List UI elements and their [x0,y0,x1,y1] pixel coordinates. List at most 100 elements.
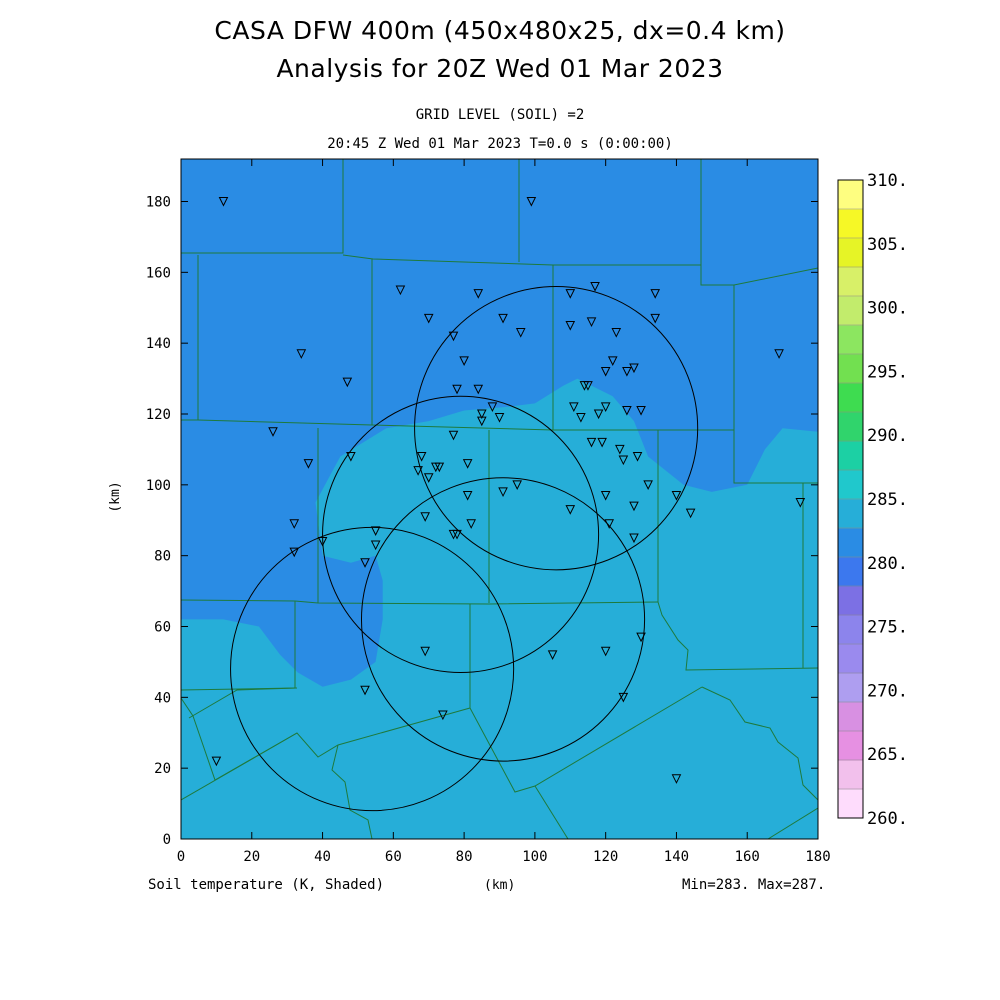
county-line [181,599,659,605]
colorbar-label: 265. [867,745,908,765]
station-marker [643,480,653,490]
station-marker [438,710,448,721]
station-marker [636,405,646,416]
station-marker [629,363,639,374]
station-marker [526,197,537,207]
station-marker [604,519,615,529]
station-marker [498,313,508,324]
station-marker [512,480,523,490]
station-marker [611,328,622,338]
x-tick-label: 160 [735,849,760,865]
station-marker [565,320,576,331]
station-marker [448,430,459,441]
colorbar-swatch [838,557,863,587]
station-marker [434,462,445,473]
station-marker [346,452,356,462]
station-marker [296,349,307,359]
station-marker [600,402,611,413]
station-marker [685,508,696,519]
map-plot-area [181,159,818,839]
map-title-line2: Analysis for 20Z Wed 01 Mar 2023 [276,54,724,83]
radar-ring [414,286,699,571]
radar-ring [360,477,646,762]
colorbar-label: 270. [867,681,908,701]
station-marker [416,452,427,462]
station-marker [370,526,381,536]
station-marker [268,427,278,437]
station-marker [632,452,643,462]
y-tick-label: 100 [146,478,171,494]
shaded-field-layer [181,378,818,839]
station-marker [342,377,353,388]
colorbar-swatch [838,470,863,500]
station-marker [487,402,498,413]
station-marker [370,540,381,551]
station-marker [395,285,406,296]
county-boundaries [181,159,818,839]
colorbar-label: 310. [867,171,908,191]
colorbar-swatch [838,702,863,732]
colorbar-label: 305. [867,235,908,255]
x-axis-label: (km) [484,878,516,893]
colorbar-swatch [838,267,863,297]
station-marker [420,512,430,522]
x-tick-label: 140 [664,849,689,865]
station-marker [476,416,487,427]
grid-level-label: GRID LEVEL (SOIL) =2 [415,107,585,123]
x-tick-label: 100 [522,849,547,865]
station-marker [473,289,484,299]
station-marker [671,774,682,784]
county-line [733,285,818,484]
x-tick-label: 40 [314,849,331,865]
station-marker [600,490,611,501]
colorbar-swatch [838,412,863,442]
colorbar-label: 260. [867,809,908,829]
station-marker [583,381,593,391]
station-marker [498,487,508,498]
station-marker [466,519,476,529]
station-marker [360,685,370,696]
colorbar-swatch [838,238,863,268]
field-label: Soil temperature (K, Shaded) [148,877,385,893]
county-line [331,744,373,839]
x-tick-label: 60 [385,849,402,865]
colorbar-label: 275. [867,618,908,638]
station-marker [476,409,487,420]
station-marker [565,289,576,299]
station-marker [303,459,314,469]
station-marker [622,405,632,416]
station-marker [423,313,434,324]
station-marker [597,437,607,448]
x-tick-label: 0 [177,849,185,865]
station-marker [618,692,629,703]
x-tick-label: 180 [805,849,830,865]
station-marker [448,331,459,342]
station-marker [459,356,469,366]
station-marker [462,459,473,469]
colorbar-label: 285. [867,490,908,510]
station-marker [289,547,300,558]
colorbar-swatch [838,296,863,326]
min-max-label: Min=283. Max=287. [682,877,826,893]
y-tick-label: 40 [154,690,171,706]
station-marker [211,756,222,767]
county-line [188,687,298,719]
y-tick-label: 180 [146,195,171,211]
station-marker [615,444,625,455]
station-marker [586,317,597,328]
station-marker [636,632,646,643]
colorbar-frame [837,179,864,819]
colorbar-label: 300. [867,299,908,319]
station-marker [590,282,600,292]
colorbar-swatch [838,615,863,645]
colorbar-swatch [838,354,863,384]
station-marker [494,413,505,423]
station-marker [593,409,604,420]
colorbar-swatch [838,673,863,703]
warm-field-region [181,378,818,839]
y-tick-label: 160 [146,265,171,281]
colorbar-swatch [838,209,863,239]
county-line [469,604,703,793]
station-marker [473,384,484,395]
